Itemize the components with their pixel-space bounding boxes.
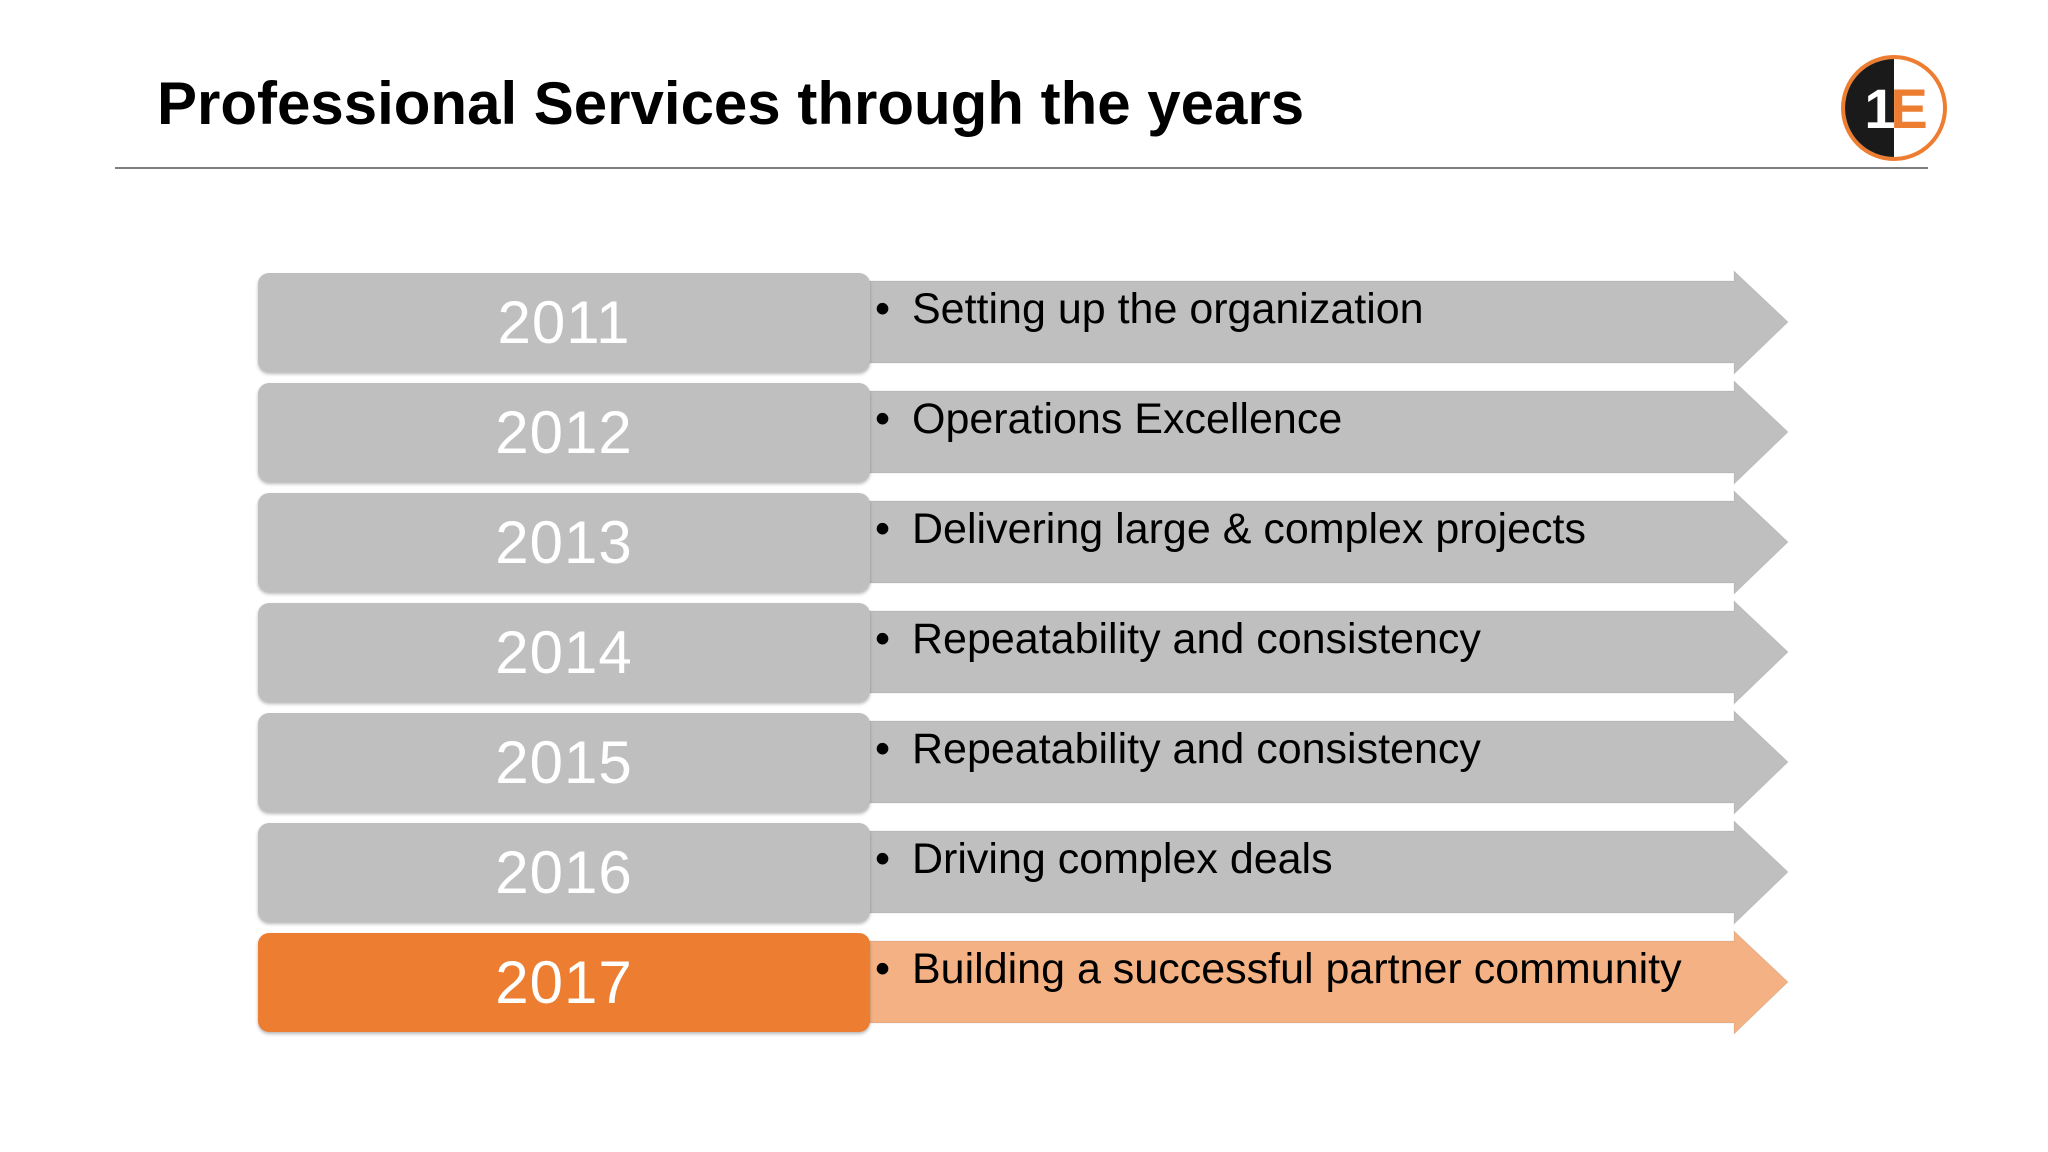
1e-logo-icon: 1 E [1840, 54, 1948, 162]
bullet-icon: • [875, 725, 891, 773]
arrow-polygon [863, 489, 1789, 596]
bullet-icon: • [875, 395, 891, 443]
arrow-shape [863, 709, 1789, 816]
milestone-text: • Repeatability and consistency [875, 613, 1481, 665]
timeline-row-2015: 2015 • Repeatability and consistency [258, 709, 1789, 816]
timeline-row-2013: 2013 • Delivering large & complex project… [258, 489, 1789, 596]
year-label: 2012 [495, 399, 633, 466]
bullet-icon: • [875, 505, 891, 553]
year-box: 2011 [258, 273, 870, 372]
arrow-polygon [863, 599, 1789, 706]
milestone-label: Repeatability and consistency [912, 725, 1481, 773]
arrow-polygon [863, 709, 1789, 816]
milestone-text: • Setting up the organization [875, 283, 1424, 335]
timeline-row-2014: 2014 • Repeatability and consistency [258, 599, 1789, 706]
year-box: 2016 [258, 823, 870, 922]
year-box: 2015 [258, 713, 870, 812]
milestone-text: • Delivering large & complex projects [875, 503, 1586, 555]
milestone-label: Setting up the organization [912, 285, 1424, 333]
arrow-polygon [863, 929, 1789, 1036]
timeline-row-2017: 2017 • Building a successful partner comm… [258, 929, 1789, 1036]
slide-title: Professional Services through the years [157, 70, 1305, 137]
year-box: 2012 [258, 383, 870, 482]
arrow-shape [863, 819, 1789, 926]
logo-one-glyph: 1 [1864, 77, 1895, 140]
milestone-text: • Repeatability and consistency [875, 723, 1481, 775]
milestone-text: • Building a successful partner community [875, 943, 1682, 995]
milestone-label: Building a successful partner community [912, 945, 1682, 993]
year-box: 2017 [258, 933, 870, 1032]
arrow-shape [863, 929, 1789, 1036]
arrow-shape [863, 379, 1789, 486]
arrow-polygon [863, 379, 1789, 486]
title-divider [115, 167, 1928, 169]
arrow-shape [863, 599, 1789, 706]
year-label: 2011 [497, 289, 631, 356]
arrow-polygon [863, 269, 1789, 376]
year-box: 2013 [258, 493, 870, 592]
arrow-shape [863, 489, 1789, 596]
logo-e-glyph: E [1890, 77, 1927, 140]
milestone-label: Repeatability and consistency [912, 615, 1481, 663]
arrow-shape [863, 269, 1789, 376]
year-label: 2016 [495, 839, 633, 906]
year-label: 2015 [495, 729, 633, 796]
year-label: 2014 [495, 619, 633, 686]
bullet-icon: • [875, 945, 891, 993]
bullet-icon: • [875, 835, 891, 883]
milestone-text: • Driving complex deals [875, 833, 1333, 885]
timeline-row-2016: 2016 • Driving complex deals [258, 819, 1789, 926]
year-box: 2014 [258, 603, 870, 702]
milestone-text: • Operations Excellence [875, 393, 1342, 445]
milestone-label: Operations Excellence [912, 395, 1343, 443]
year-label: 2017 [495, 949, 633, 1016]
arrow-polygon [863, 819, 1789, 926]
milestone-label: Driving complex deals [912, 835, 1333, 883]
year-label: 2013 [495, 509, 633, 576]
bullet-icon: • [875, 285, 891, 333]
bullet-icon: • [875, 615, 891, 663]
timeline-row-2012: 2012 • Operations Excellence [258, 379, 1789, 486]
timeline-row-2011: 2011 • Setting up the organization [258, 269, 1789, 376]
milestone-label: Delivering large & complex projects [912, 505, 1586, 553]
